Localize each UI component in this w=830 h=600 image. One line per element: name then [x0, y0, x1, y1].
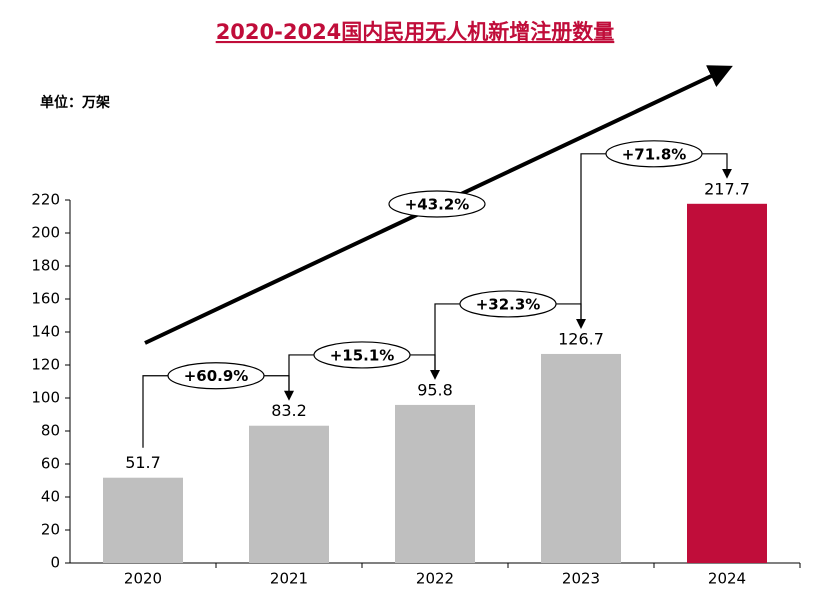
overall-bubble [388, 190, 486, 218]
growth-label: +15.1% [330, 346, 395, 364]
bar [395, 404, 475, 563]
x-tick-label: 2022 [416, 570, 454, 588]
value-label: 51.7 [125, 453, 161, 472]
y-tick-label: 200 [31, 224, 60, 242]
y-tick-label: 60 [41, 455, 60, 473]
y-tick-label: 80 [41, 422, 60, 440]
bar [687, 203, 767, 564]
y-tick-label: 140 [31, 323, 60, 341]
value-label: 95.8 [417, 380, 453, 399]
value-label: 83.2 [271, 401, 307, 420]
growth-label: +32.3% [476, 295, 541, 313]
x-tick-label: 2020 [124, 570, 162, 588]
unit-label: 单位：万架 [40, 94, 110, 111]
y-tick-label: 180 [31, 257, 60, 275]
growth-bubble [167, 362, 265, 390]
y-tick-label: 120 [31, 356, 60, 374]
growth-bubble [459, 290, 557, 318]
bar [541, 353, 621, 563]
x-tick-label: 2023 [562, 570, 600, 588]
y-tick-label: 40 [41, 488, 60, 506]
growth-label: +60.9% [184, 367, 249, 385]
overall-growth-label: +43.2% [405, 196, 470, 214]
growth-label: +71.8% [622, 145, 687, 163]
chart-title: 2020-2024国内民用无人机新增注册数量 [216, 20, 615, 44]
value-label: 126.7 [558, 329, 604, 348]
x-tick-label: 2021 [270, 570, 308, 588]
y-tick-label: 160 [31, 290, 60, 308]
bar [103, 477, 183, 563]
growth-bubble [605, 140, 703, 168]
y-tick-label: 0 [50, 554, 60, 572]
bar [249, 425, 329, 563]
y-tick-label: 100 [31, 389, 60, 407]
y-tick-label: 20 [41, 521, 60, 539]
value-label: 217.7 [704, 179, 750, 198]
x-tick-label: 2024 [708, 570, 746, 588]
y-tick-label: 220 [31, 191, 60, 209]
growth-bubble [313, 341, 411, 369]
